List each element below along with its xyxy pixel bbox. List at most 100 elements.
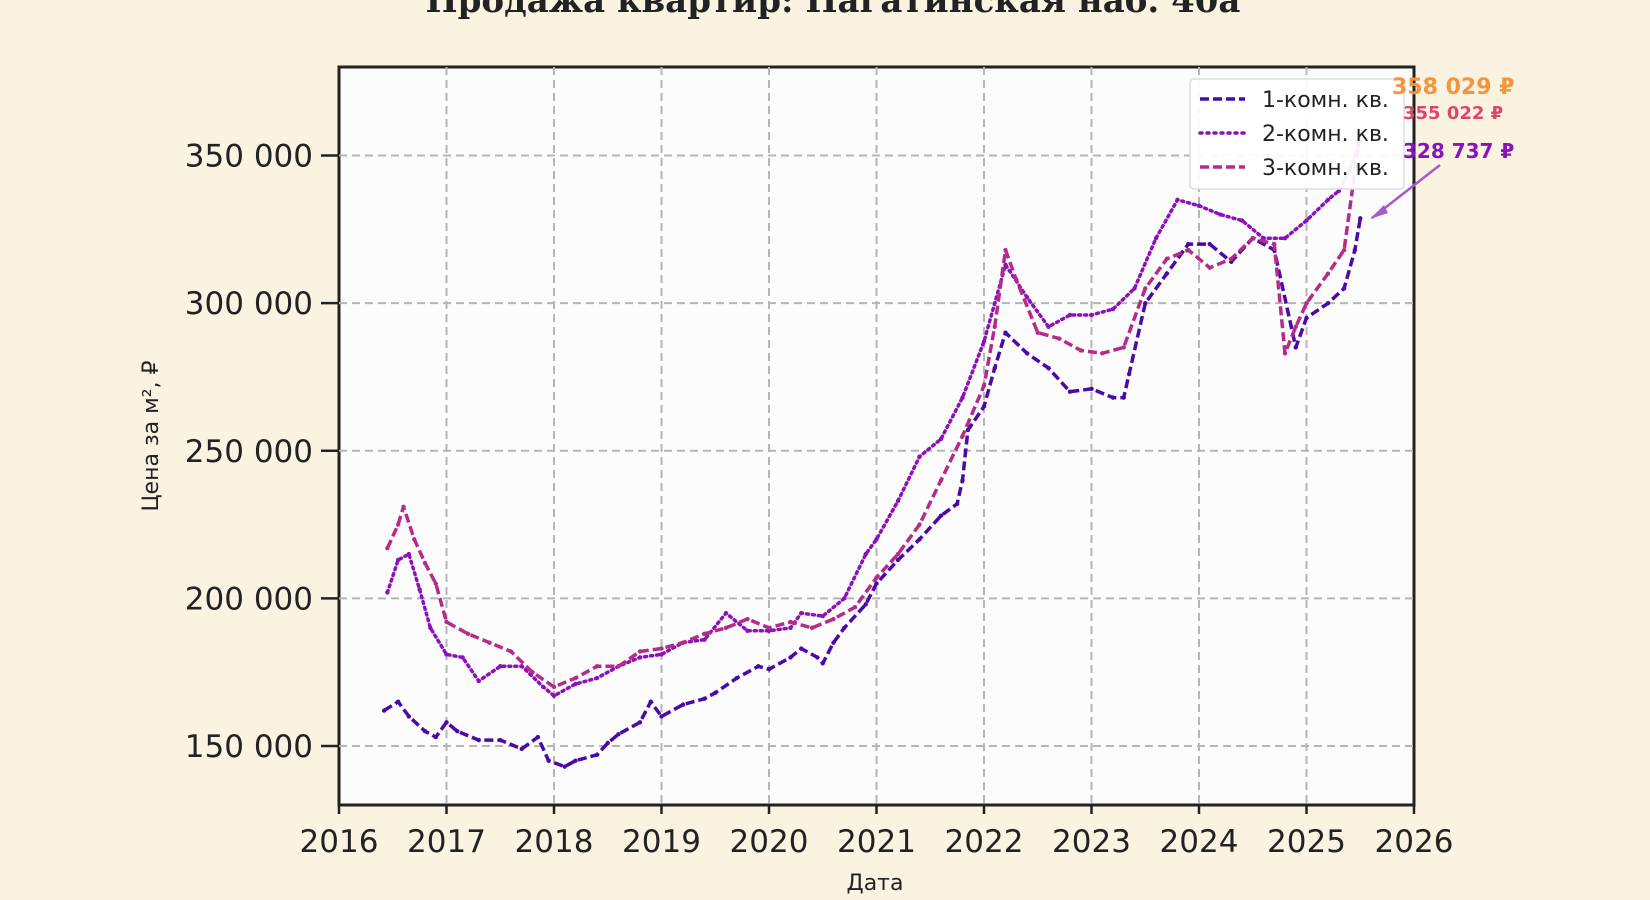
legend-box: [1189, 78, 1405, 190]
axis-ticks: 2016 2017 2018 2019 2020 2021 2022 2023 2024 2025…: [185, 139, 1454, 860]
data-point: [476, 737, 481, 743]
data-point: [874, 575, 879, 580]
data-point: [960, 433, 965, 439]
x-tick-label: 2016: [300, 824, 379, 860]
data-point: [1003, 330, 1008, 335]
data-point: [1143, 300, 1148, 306]
data-point: [938, 478, 944, 483]
x-tick-label: 2024: [1160, 824, 1239, 860]
data-point: [1078, 348, 1083, 353]
data-point: [713, 690, 718, 696]
data-point: [1282, 351, 1288, 356]
data-point: [799, 610, 804, 616]
legend-label: 3-комн. кв.: [1262, 156, 1389, 181]
data-point: [519, 746, 524, 752]
legend: 1-комн. кв. 2-комн. кв. 3-комн. кв.: [1189, 78, 1405, 190]
data-point: [385, 545, 390, 551]
x-tick-label: 2018: [515, 824, 594, 860]
grid-lines: [339, 67, 1414, 805]
data-point: [938, 513, 944, 518]
x-tick-label: 2019: [622, 824, 701, 860]
data-point: [938, 436, 944, 442]
data-point: [1304, 218, 1309, 223]
data-point: [444, 720, 449, 725]
data-point: [551, 693, 557, 698]
data-point: [1341, 247, 1347, 253]
data-point: [659, 652, 664, 657]
x-tick-label: 2022: [945, 824, 1024, 860]
data-point: [766, 625, 772, 631]
data-point: [460, 655, 465, 660]
value-annotation: 358 029 ₽: [1392, 75, 1514, 100]
data-point: [1024, 351, 1030, 356]
data-point: [863, 602, 868, 607]
data-point: [401, 504, 406, 510]
data-point: [1352, 247, 1358, 253]
data-point: [842, 596, 847, 601]
data-point: [702, 637, 707, 642]
data-point: [1132, 286, 1137, 291]
data-point: [1325, 300, 1331, 306]
data-point: [433, 734, 438, 740]
data-point: [594, 675, 600, 681]
data-point: [960, 395, 965, 400]
data-point: [1175, 197, 1180, 203]
data-point: [433, 581, 438, 586]
data-point: [820, 613, 825, 619]
data-point: [541, 684, 546, 690]
data-point: [594, 664, 600, 669]
data-point: [788, 655, 793, 660]
data-point: [1250, 236, 1255, 241]
x-tick-label: 2020: [730, 824, 809, 860]
data-point: [1003, 262, 1008, 267]
value-annotation: 328 737 ₽: [1403, 139, 1514, 163]
data-point: [702, 631, 707, 636]
data-point: [745, 616, 750, 622]
data-point: [820, 661, 825, 666]
data-point: [831, 616, 836, 622]
data-point: [1046, 365, 1051, 371]
data-point: [1121, 345, 1126, 350]
series-layer: [381, 129, 1363, 769]
data-point: [455, 729, 460, 734]
data-point: [917, 537, 922, 542]
data-point: [1110, 306, 1116, 312]
data-point: [842, 625, 847, 631]
y-tick-label: 150 000: [185, 729, 313, 765]
data-point: [498, 737, 503, 743]
data-point: [981, 383, 987, 389]
data-point: [616, 731, 621, 737]
data-point: [1272, 241, 1277, 247]
data-point: [1067, 312, 1073, 318]
data-point: [1336, 188, 1341, 194]
data-point: [831, 640, 836, 645]
data-point: [981, 339, 987, 344]
chart-title: Продажа квартир: Нагатинская наб. 40а: [426, 0, 1241, 21]
data-point: [1035, 330, 1040, 335]
data-point: [745, 628, 750, 634]
data-point: [535, 734, 541, 740]
y-axis-label: Цена за м², ₽: [139, 360, 164, 511]
series-3: [385, 129, 1363, 690]
data-point: [895, 557, 901, 563]
data-point: [573, 758, 578, 763]
data-point: [562, 764, 567, 769]
y-tick-label: 300 000: [185, 286, 313, 322]
data-point: [895, 498, 901, 504]
data-point: [1014, 277, 1019, 282]
data-point: [680, 640, 686, 645]
x-tick-label: 2025: [1267, 824, 1346, 860]
data-point: [1293, 345, 1298, 350]
data-point: [1325, 197, 1331, 203]
series-line: [385, 138, 1363, 698]
data-point: [422, 560, 428, 566]
legend-label: 2-комн. кв.: [1262, 122, 1389, 147]
data-point: [648, 699, 653, 704]
data-point: [412, 537, 417, 542]
data-point: [1121, 395, 1126, 400]
data-point: [1153, 236, 1159, 241]
data-point: [1003, 247, 1008, 253]
data-point: [551, 684, 557, 690]
data-point: [594, 752, 600, 758]
